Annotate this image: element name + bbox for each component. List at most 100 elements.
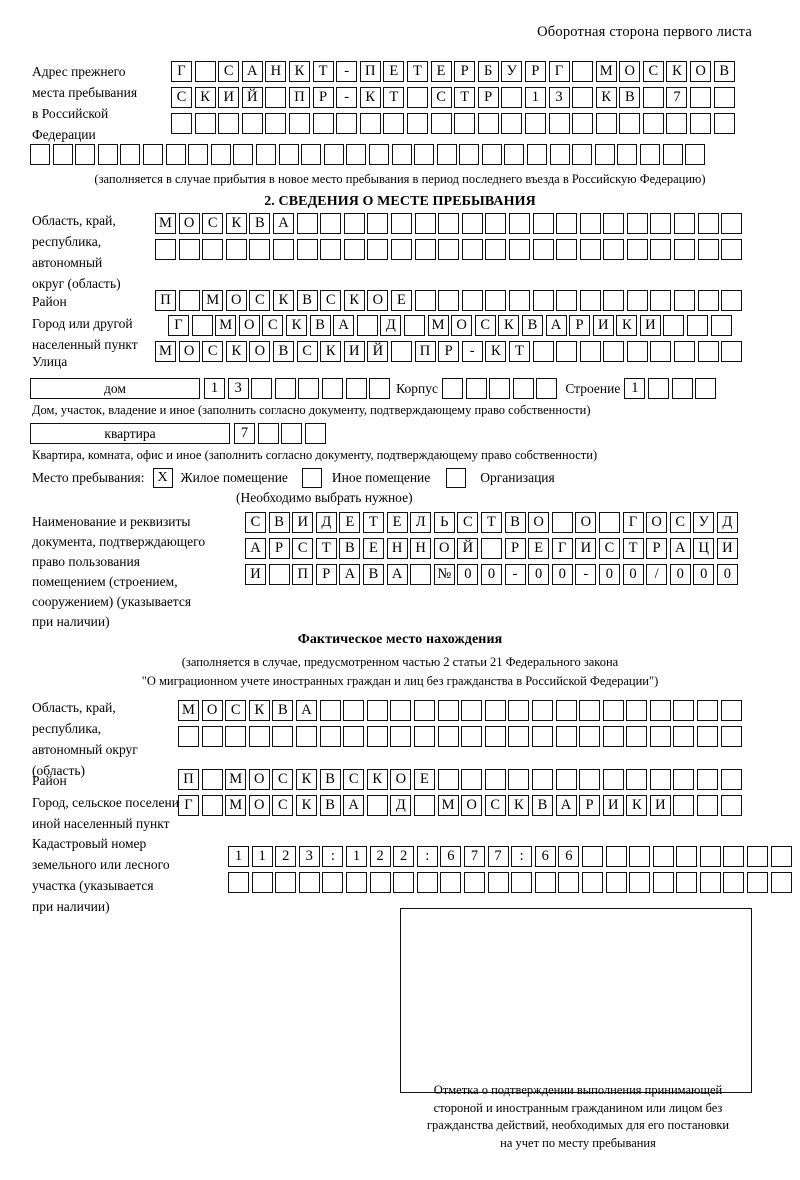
char-cell[interactable] <box>650 341 672 362</box>
char-cell[interactable]: К <box>616 315 638 336</box>
char-cell[interactable] <box>508 290 530 311</box>
char-cell[interactable] <box>359 113 381 134</box>
char-cell[interactable]: М <box>215 315 237 336</box>
char-cell[interactable]: О <box>248 795 270 816</box>
char-cell[interactable] <box>579 341 601 362</box>
char-cell[interactable]: Р <box>454 61 476 82</box>
char-cell[interactable] <box>368 144 389 165</box>
char-cell[interactable] <box>626 290 648 311</box>
char-cell[interactable] <box>723 872 745 893</box>
char-cell[interactable]: А <box>386 564 408 585</box>
char-cell[interactable]: И <box>343 341 365 362</box>
char-cell[interactable]: С <box>202 341 224 362</box>
char-cell[interactable] <box>556 213 578 234</box>
char-cell[interactable]: С <box>320 290 342 311</box>
char-cell[interactable]: 3 <box>298 846 320 867</box>
char-cell[interactable]: В <box>339 538 361 559</box>
char-cell[interactable] <box>414 290 436 311</box>
char-cell[interactable] <box>441 378 463 399</box>
char-cell[interactable] <box>218 113 240 134</box>
char-cell[interactable]: Г <box>168 315 189 336</box>
char-cell[interactable]: М <box>225 795 247 816</box>
char-cell[interactable]: С <box>262 315 284 336</box>
char-cell[interactable]: 3 <box>548 87 570 108</box>
char-cell[interactable] <box>720 769 742 790</box>
char-cell[interactable]: И <box>218 87 240 108</box>
char-cell[interactable] <box>697 795 719 816</box>
char-cell[interactable]: М <box>155 213 176 234</box>
char-cell[interactable]: : <box>416 846 438 867</box>
char-cell[interactable] <box>343 700 365 721</box>
char-cell[interactable]: С <box>272 769 294 790</box>
char-cell[interactable] <box>406 87 428 108</box>
char-cell[interactable] <box>649 726 671 747</box>
char-cell[interactable]: В <box>362 564 384 585</box>
char-cell[interactable]: - <box>336 87 358 108</box>
char-cell[interactable] <box>413 700 435 721</box>
char-cell[interactable] <box>602 700 624 721</box>
char-cell[interactable]: - <box>504 564 526 585</box>
char-cell[interactable]: С <box>225 700 247 721</box>
char-cell[interactable]: - <box>336 61 358 82</box>
char-cell[interactable] <box>511 872 533 893</box>
char-cell[interactable] <box>393 872 415 893</box>
char-cell[interactable] <box>356 315 378 336</box>
char-cell[interactable] <box>178 290 200 311</box>
char-cell[interactable]: У <box>693 512 715 533</box>
char-cell[interactable]: М <box>202 290 224 311</box>
char-cell[interactable] <box>674 341 696 362</box>
char-cell[interactable]: С <box>642 61 664 82</box>
char-cell[interactable]: Н <box>265 61 287 82</box>
char-cell[interactable] <box>674 290 696 311</box>
char-cell[interactable] <box>481 144 502 165</box>
char-cell[interactable]: 6 <box>558 846 580 867</box>
char-cell[interactable]: В <box>521 315 543 336</box>
char-cell[interactable]: К <box>194 87 216 108</box>
char-cell[interactable]: Б <box>477 61 499 82</box>
char-cell[interactable] <box>485 290 507 311</box>
char-cell[interactable]: К <box>288 61 310 82</box>
char-cell[interactable] <box>556 341 578 362</box>
char-cell[interactable] <box>461 213 483 234</box>
char-cell[interactable] <box>642 113 664 134</box>
char-cell[interactable] <box>369 872 391 893</box>
char-cell[interactable] <box>275 872 297 893</box>
char-cell[interactable] <box>770 872 792 893</box>
char-cell[interactable] <box>556 290 578 311</box>
char-cell[interactable] <box>369 378 391 399</box>
char-cell[interactable] <box>461 769 483 790</box>
char-cell[interactable] <box>194 61 216 82</box>
char-cell[interactable] <box>30 144 50 165</box>
char-cell[interactable]: Т <box>315 538 337 559</box>
char-cell[interactable] <box>598 512 620 533</box>
char-cell[interactable] <box>274 378 296 399</box>
char-cell[interactable]: К <box>295 795 317 816</box>
char-cell[interactable]: 2 <box>393 846 415 867</box>
char-cell[interactable] <box>697 239 719 260</box>
char-cell[interactable]: М <box>427 315 449 336</box>
char-cell[interactable] <box>366 726 388 747</box>
char-cell[interactable]: В <box>531 795 553 816</box>
char-cell[interactable]: А <box>555 795 577 816</box>
char-cell[interactable] <box>640 144 661 165</box>
char-cell[interactable]: П <box>178 769 199 790</box>
char-cell[interactable] <box>674 239 696 260</box>
char-cell[interactable] <box>695 378 717 399</box>
char-cell[interactable] <box>602 769 624 790</box>
char-cell[interactable] <box>649 700 671 721</box>
char-cell[interactable] <box>288 113 310 134</box>
char-cell[interactable]: И <box>716 538 738 559</box>
char-cell[interactable] <box>440 872 462 893</box>
char-cell[interactable] <box>649 769 671 790</box>
char-cell[interactable] <box>413 795 435 816</box>
char-cell[interactable] <box>572 144 593 165</box>
char-cell[interactable] <box>556 239 578 260</box>
char-cell[interactable] <box>524 113 546 134</box>
checkbox-organization[interactable] <box>446 468 467 488</box>
char-cell[interactable] <box>676 872 698 893</box>
char-cell[interactable] <box>416 872 438 893</box>
char-cell[interactable]: О <box>178 213 200 234</box>
char-cell[interactable] <box>504 144 525 165</box>
